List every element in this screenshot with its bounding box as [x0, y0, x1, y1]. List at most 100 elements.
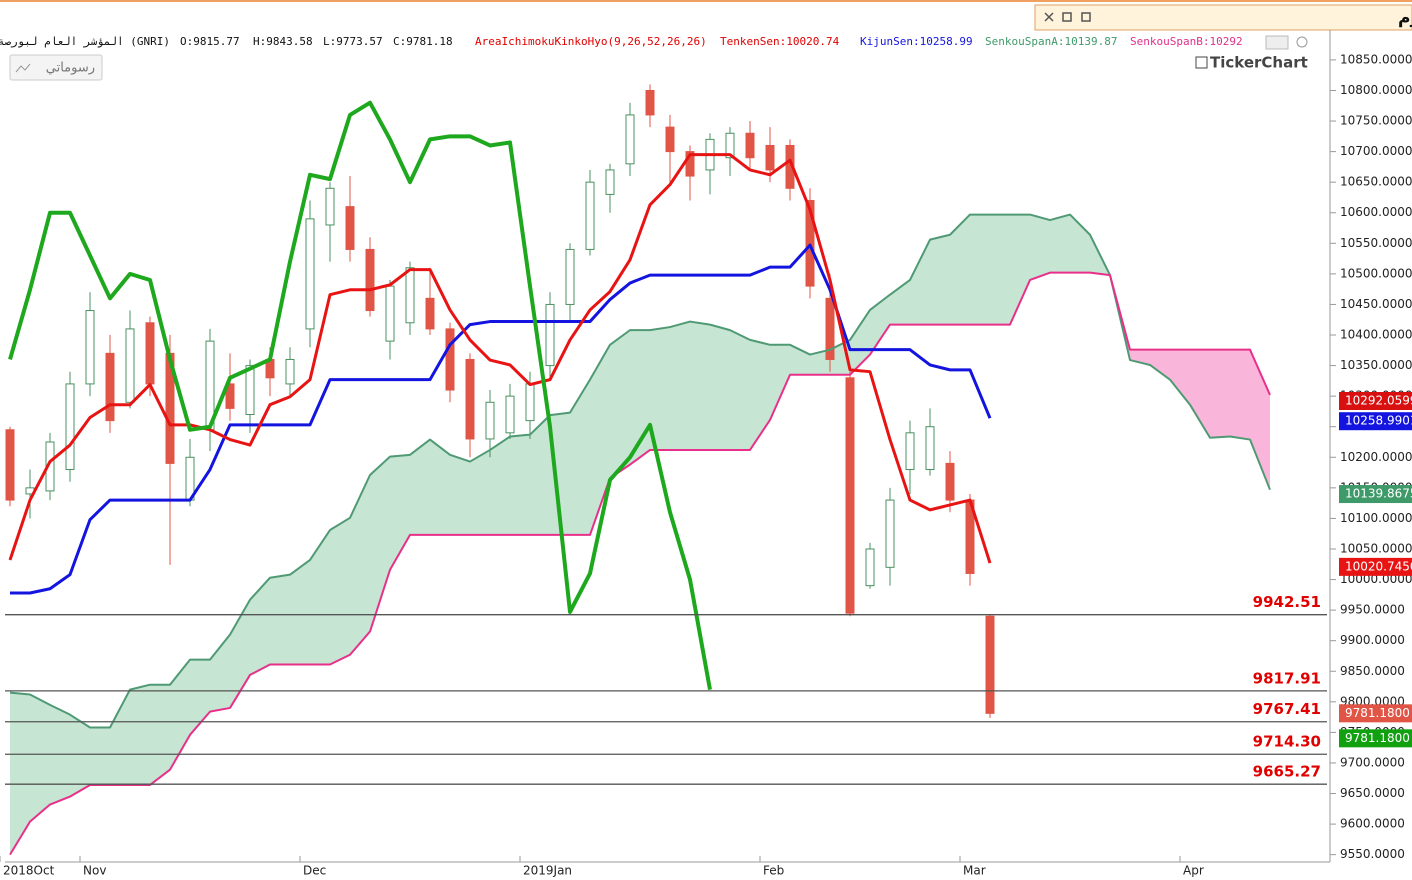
- cloud-segment: [270, 574, 290, 665]
- info-close: C:9781.18: [393, 35, 453, 48]
- level-label: 9767.41: [1253, 700, 1321, 718]
- y-tick-label: 10550.0000: [1340, 236, 1412, 250]
- x-tick-label: Mar: [963, 864, 986, 878]
- candle-body: [565, 248, 575, 305]
- y-tick-label: 9650.0000: [1340, 786, 1405, 800]
- cloud-segment: [950, 214, 970, 325]
- cloud-segment: [110, 689, 130, 785]
- candle-body: [505, 395, 515, 434]
- price-badge-label: 10020.7450: [1345, 559, 1412, 573]
- cloud-segment: [250, 577, 270, 675]
- candle-body: [125, 328, 135, 403]
- candle-body: [725, 132, 735, 159]
- cloud-segment: [1230, 349, 1250, 440]
- line-series: [8, 153, 992, 564]
- candle-body: [245, 365, 255, 415]
- x-tick-label: Feb: [763, 864, 784, 878]
- cloud-segment: [350, 475, 370, 655]
- info-high: H:9843.58: [253, 35, 313, 48]
- cloud-segment: [710, 324, 730, 450]
- candle-body: [65, 383, 75, 471]
- cloud-segment: [10, 692, 30, 855]
- y-tick-label: 10650.0000: [1340, 175, 1412, 189]
- y-tick-label: 10400.0000: [1340, 328, 1412, 342]
- cloud-segment: [730, 330, 750, 450]
- cloud-segment: [750, 339, 770, 450]
- cloud-segment: [1150, 349, 1170, 380]
- y-tick-label: 10500.0000: [1340, 266, 1412, 280]
- title-bar: [1034, 4, 1412, 31]
- window-buttons[interactable]: [1044, 12, 1091, 22]
- plot-area: [5, 84, 1271, 856]
- panel-button[interactable]: [1265, 35, 1289, 50]
- cloud-segment: [670, 321, 690, 450]
- cloud-segment: [130, 684, 150, 785]
- settings-button[interactable]: [1296, 36, 1308, 48]
- candle-body: [765, 144, 775, 171]
- info-tenkan: TenkenSen:10020.74: [720, 35, 840, 48]
- x-tick-label: Nov: [83, 864, 106, 878]
- cloud-segment: [30, 694, 50, 822]
- logo: TickerChart: [1210, 54, 1308, 72]
- cloud-segment: [590, 344, 610, 535]
- cloud-segment: [150, 684, 170, 785]
- candle-body: [345, 206, 355, 250]
- candle-body: [465, 358, 475, 440]
- candle-body: [525, 383, 535, 422]
- price-badge-label: 10258.9901: [1345, 414, 1412, 428]
- candle-body: [885, 499, 895, 568]
- candle-body: [5, 429, 15, 501]
- cloud-segment: [650, 327, 670, 450]
- y-tick-label: 9550.0000: [1340, 847, 1405, 861]
- candle-body: [285, 358, 295, 385]
- info-open: O:9815.77: [180, 35, 240, 48]
- logo-icon: [1195, 56, 1208, 69]
- info-span-a: SenkouSpanA:10139.87: [985, 35, 1117, 48]
- cloud-segment: [1010, 214, 1030, 325]
- cloud-segment: [1050, 214, 1070, 273]
- cloud-segment: [510, 434, 530, 535]
- candle-body: [445, 328, 455, 391]
- price-badge: [1339, 557, 1412, 576]
- cloud-segment: [530, 415, 550, 535]
- cloud-segment: [290, 559, 310, 665]
- candle-body: [405, 267, 415, 324]
- candle-body: [665, 126, 675, 153]
- candle-body: [845, 377, 855, 614]
- cloud-segment: [1210, 349, 1230, 438]
- level-label: 9817.91: [1253, 669, 1321, 687]
- candle-body: [625, 114, 635, 165]
- price-badge: [1339, 392, 1412, 411]
- candle-body: [685, 151, 695, 177]
- cloud-segment: [690, 321, 710, 450]
- candle-body: [985, 615, 995, 714]
- x-tick-label: Dec: [303, 864, 326, 878]
- line-series: [8, 100, 712, 690]
- line-series: [9, 271, 1271, 856]
- candle-body: [545, 303, 555, 367]
- price-badge: [1339, 729, 1412, 748]
- cloud-segment: [90, 727, 110, 785]
- y-tick-label: 9850.0000: [1340, 664, 1405, 678]
- candle-body: [105, 352, 115, 422]
- cloud-segment: [1070, 214, 1090, 273]
- cloud-segment: [1170, 349, 1190, 405]
- x-tick-label: Apr: [1183, 864, 1204, 878]
- candle-body: [365, 248, 375, 312]
- price-badge-label: 10139.8675: [1345, 487, 1412, 501]
- cloud-segment: [970, 214, 990, 325]
- candle-body: [425, 297, 435, 330]
- cloud-segment: [430, 439, 450, 535]
- candle-body: [485, 401, 495, 440]
- info-name: المؤشر العام لبورصة قطر (GNRI): [0, 35, 170, 48]
- cloud-segment: [1030, 214, 1050, 280]
- cloud-segment: [450, 454, 470, 535]
- y-tick-label: 9600.0000: [1340, 817, 1405, 831]
- info-low: L:9773.57: [323, 35, 383, 48]
- level-label: 9665.27: [1253, 763, 1321, 781]
- y-tick-label: 10100.0000: [1340, 511, 1412, 525]
- cloud-segment: [910, 239, 930, 325]
- drawings-button[interactable]: [9, 54, 103, 81]
- candle-body: [225, 383, 235, 409]
